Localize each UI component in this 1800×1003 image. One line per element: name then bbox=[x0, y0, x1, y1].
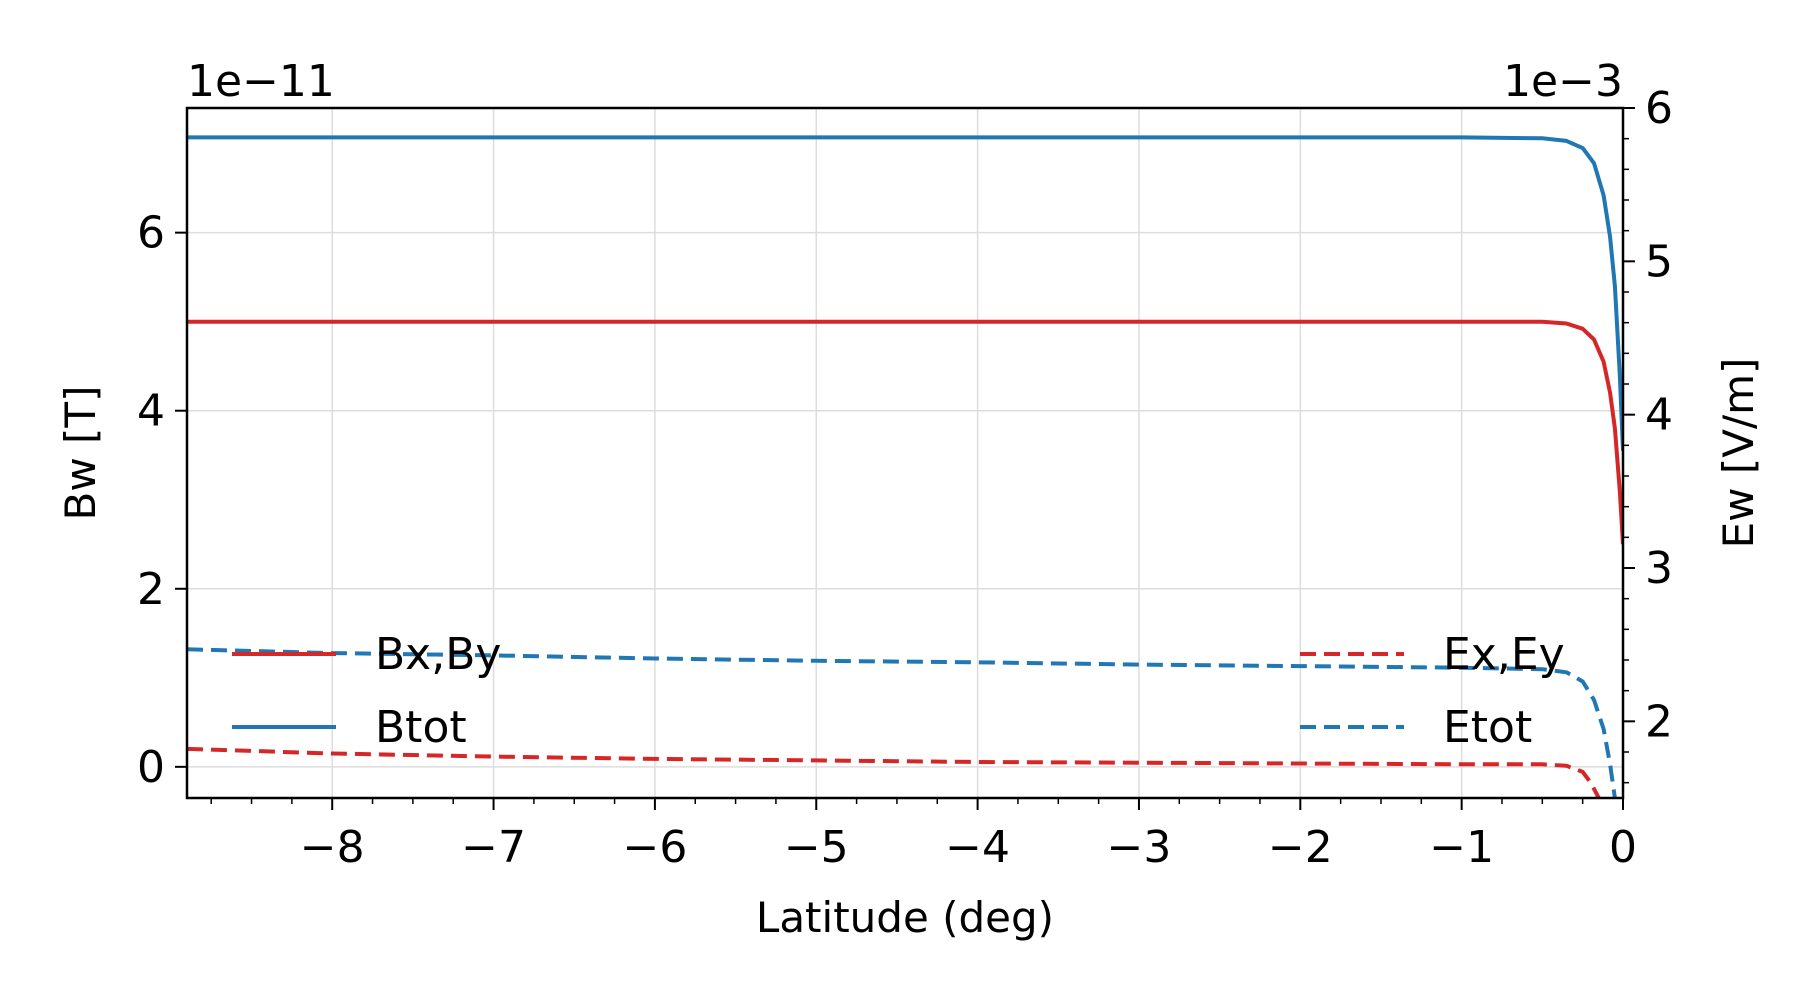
y-left-tick-label: 4 bbox=[137, 386, 165, 437]
y-right-axis-label: Ew [V/m] bbox=[1714, 358, 1763, 549]
legend-label-etot: Etot bbox=[1443, 702, 1532, 753]
y-right-tick-label: 6 bbox=[1645, 83, 1673, 134]
x-tick-label: −6 bbox=[622, 822, 687, 873]
left-offset-text: 1e−11 bbox=[187, 56, 335, 107]
series-line-bx-by bbox=[187, 319, 1623, 545]
x-tick-label: 0 bbox=[1609, 822, 1637, 873]
series-line-btot bbox=[187, 135, 1623, 451]
x-axis-label: Latitude (deg) bbox=[756, 893, 1054, 942]
y-right-tick-label: 5 bbox=[1645, 236, 1673, 287]
series-line-etot bbox=[187, 647, 1617, 798]
y-right-tick-label: 3 bbox=[1645, 543, 1673, 594]
legend-label-bxby: Bx,By bbox=[375, 629, 501, 680]
y-right-tick-label: 4 bbox=[1645, 390, 1673, 441]
grid bbox=[187, 108, 1624, 798]
series-line-ex-ey bbox=[187, 746, 1602, 798]
x-tick-label: −4 bbox=[945, 822, 1010, 873]
right-offset-text: 1e−3 bbox=[1503, 56, 1623, 107]
x-tick-label: −3 bbox=[1107, 822, 1172, 873]
x-tick-label: −5 bbox=[784, 822, 849, 873]
legend-label-btot: Btot bbox=[375, 702, 467, 753]
legend-left: Bx,By Btot bbox=[232, 629, 501, 753]
y-right-tick-label: 2 bbox=[1645, 696, 1673, 747]
plot-frame bbox=[185, 106, 1625, 800]
y-left-tick-label: 6 bbox=[137, 208, 165, 259]
legend-label-exey: Ex,Ey bbox=[1443, 629, 1565, 680]
x-tick-label: −2 bbox=[1268, 822, 1333, 873]
x-tick-label: −7 bbox=[461, 822, 526, 873]
legend-right: Ex,Ey Etot bbox=[1300, 629, 1565, 753]
y-left-tick-label: 0 bbox=[137, 742, 165, 793]
y-left-tick-label: 2 bbox=[137, 564, 165, 615]
x-tick-label: −8 bbox=[300, 822, 365, 873]
series-layer bbox=[187, 135, 1623, 798]
ticks: −8 −7 −6 −5 −4 −3 −2 −1 0 0 2 4 6 2 3 4 5 6 bbox=[137, 83, 1673, 873]
y-left-axis-label: Bw [T] bbox=[56, 386, 105, 521]
x-tick-label: −1 bbox=[1429, 822, 1494, 873]
